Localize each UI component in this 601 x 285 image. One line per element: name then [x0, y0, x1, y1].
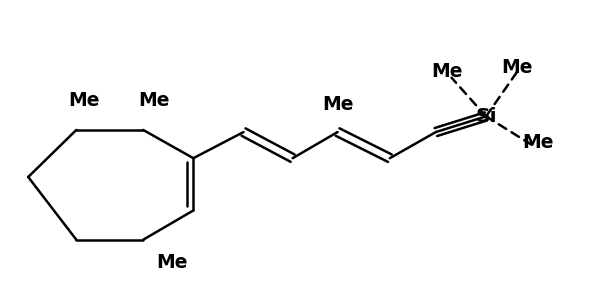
Text: Me: Me [68, 91, 99, 110]
Text: Si: Si [475, 107, 497, 126]
Text: Me: Me [322, 95, 353, 114]
Text: Me: Me [432, 62, 463, 81]
Text: Me: Me [157, 253, 188, 272]
Text: Me: Me [502, 58, 533, 77]
Text: Me: Me [522, 133, 554, 152]
Text: Me: Me [138, 91, 169, 110]
